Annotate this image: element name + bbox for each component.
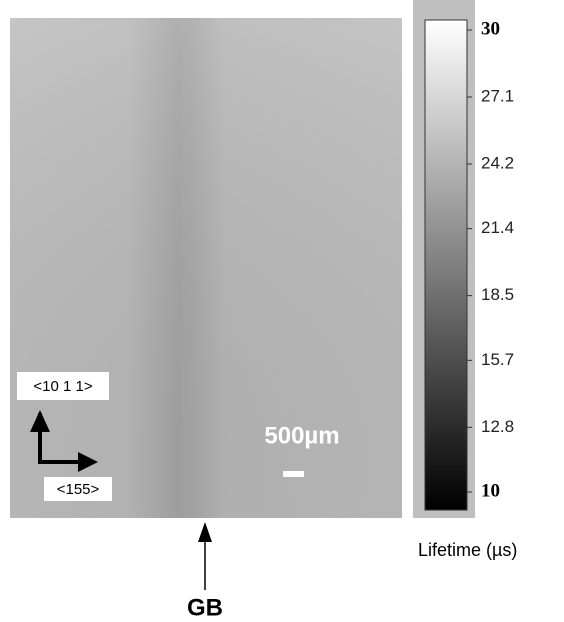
orientation-label: <155> [57,481,100,498]
colorbar-tick-label: 10 [481,480,500,501]
colorbar-tick-label: 12.8 [481,417,514,436]
colorbar-tick-label: 24.2 [481,153,514,172]
scale-bar-label: 500µm [264,422,339,449]
map-shading [10,18,402,518]
gb-label: GB [187,594,223,621]
colorbar-tick-label: 18.5 [481,285,514,304]
arrow-heads [30,410,98,472]
gb-arrow-head [198,522,212,542]
colorbar-tick-label: 15.7 [481,350,514,369]
colorbar-tick-label: 27.1 [481,86,514,105]
label-box [44,477,112,501]
orientation-label: <10 1 1> [33,378,92,395]
colorbar-tick-label: 21.4 [481,218,514,237]
colorbar [424,19,468,511]
scale-bar [283,471,304,477]
label-box [17,372,109,400]
colorbar-tick-label: 30 [481,18,500,39]
colorbar-label: Lifetime (µs) [418,540,517,560]
